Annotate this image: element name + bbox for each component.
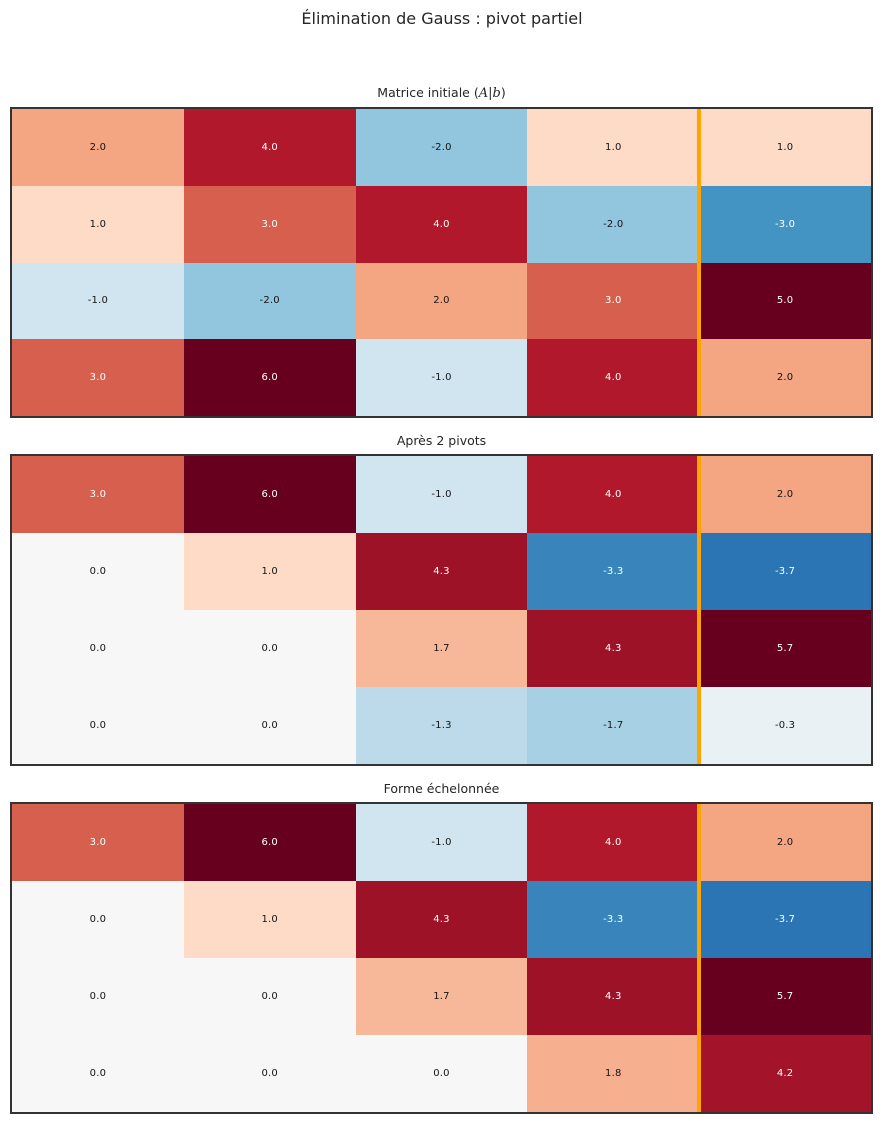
augmented-column-separator [697, 456, 702, 764]
matrix-cell: 3.0 [12, 339, 184, 416]
matrix-cell: 4.3 [527, 958, 700, 1035]
matrix-cell: 0.0 [355, 1035, 528, 1112]
matrix-cell: 1.0 [183, 533, 356, 610]
matrix-cell: 2.0 [12, 109, 184, 186]
matrix-cell: 3.0 [12, 456, 184, 533]
augmented-column-separator [697, 109, 702, 416]
augmented-column-separator [697, 804, 702, 1112]
matrix-cell: 6.0 [183, 339, 356, 416]
heatmap-after-2-pivots-matrix: 3.0 6.0 -1.0 4.0 2.0 0.0 1.0 4.3 -3.3 -3.7 0.0 0.0 1… [10, 454, 873, 766]
matrix-cell: -1.0 [355, 339, 528, 416]
matrix-cell: 4.0 [355, 185, 528, 263]
matrix-cell: 3.0 [183, 185, 356, 263]
matrix-cell: 1.8 [527, 1035, 700, 1112]
matrix-cell: 1.0 [12, 185, 184, 263]
matrix-cell: -2.0 [355, 109, 528, 186]
matrix-cell: 2.0 [355, 262, 528, 340]
matrix-cell: -2.0 [527, 185, 700, 263]
matrix-cell: 6.0 [183, 456, 356, 533]
subplot-title-text: ) [500, 85, 506, 100]
matrix-cell: 3.0 [12, 804, 184, 881]
subplot-title-math-ab: A|b [478, 86, 501, 101]
matrix-cell: 1.0 [183, 881, 356, 958]
matrix-cell: 4.3 [355, 881, 528, 958]
heatmap-echelon-form-matrix: 3.0 6.0 -1.0 4.0 2.0 0.0 1.0 4.3 -3.3 -3.7 0.0 0.0 1… [10, 802, 873, 1114]
subplot-title-initial-matrix: Matrice initiale (A|b) [10, 85, 873, 101]
matrix-cell: 1.7 [355, 610, 528, 687]
matrix-cell: -2.0 [183, 262, 356, 340]
matrix-cell: 1.0 [699, 109, 871, 186]
matrix-cell: 6.0 [183, 804, 356, 881]
matrix-cell: 2.0 [699, 339, 871, 416]
matrix-cell: -3.3 [527, 533, 700, 610]
heatmap-grid: 3.0 6.0 -1.0 4.0 2.0 0.0 1.0 4.3 -3.3 -3.7 0.0 0.0 1… [12, 804, 871, 1112]
matrix-cell: 2.0 [699, 804, 871, 881]
matrix-cell: 4.0 [527, 456, 700, 533]
subplot-title-text: Après 2 pivots [396, 433, 487, 448]
matrix-cell: 0.0 [12, 1035, 184, 1112]
matrix-cell: 1.0 [527, 109, 700, 186]
matrix-cell: 3.0 [527, 262, 700, 340]
matrix-cell: 0.0 [183, 610, 356, 687]
heatmap-grid: 3.0 6.0 -1.0 4.0 2.0 0.0 1.0 4.3 -3.3 -3.7 0.0 0.0 1… [12, 456, 871, 764]
matrix-cell: 0.0 [12, 881, 184, 958]
matrix-cell: 0.0 [12, 958, 184, 1035]
subplot-title-echelon-form: Forme échelonnée [10, 781, 873, 797]
matrix-cell: -3.0 [699, 185, 871, 263]
matrix-cell: -3.7 [699, 533, 871, 610]
matrix-cell: 5.7 [699, 610, 871, 687]
heatmap-grid: 2.0 4.0 -2.0 1.0 1.0 1.0 3.0 4.0 -2.0 -3.0 -1.0 -2.… [12, 109, 871, 416]
heatmap-initial-matrix: 2.0 4.0 -2.0 1.0 1.0 1.0 3.0 4.0 -2.0 -3.0 -1.0 -2.… [10, 107, 873, 418]
matrix-cell: -1.3 [355, 687, 528, 764]
subplot-title-text: Matrice initiale ( [377, 85, 479, 100]
matrix-cell: 5.7 [699, 958, 871, 1035]
matrix-cell: 0.0 [183, 687, 356, 764]
matrix-cell: 4.0 [183, 109, 356, 186]
subplot-title-after-2-pivots: Après 2 pivots [10, 433, 873, 449]
matrix-cell: 1.7 [355, 958, 528, 1035]
matrix-cell: -3.3 [527, 881, 700, 958]
matrix-cell: -1.0 [12, 262, 184, 340]
matrix-cell: 2.0 [699, 456, 871, 533]
matrix-cell: 0.0 [183, 958, 356, 1035]
matrix-cell: 0.0 [12, 610, 184, 687]
matrix-cell: 0.0 [12, 533, 184, 610]
matrix-cell: 4.2 [699, 1035, 871, 1112]
matrix-cell: -1.0 [355, 804, 528, 881]
figure-title: Élimination de Gauss : pivot partiel [301, 9, 583, 28]
matrix-cell: 4.3 [355, 533, 528, 610]
matrix-cell: -3.7 [699, 881, 871, 958]
matrix-cell: 4.0 [527, 339, 700, 416]
matrix-cell: 4.0 [527, 804, 700, 881]
matrix-cell: -1.0 [355, 456, 528, 533]
subplot-title-text: Forme échelonnée [383, 781, 500, 796]
matrix-cell: 5.0 [699, 262, 871, 340]
matrix-cell: -1.7 [527, 687, 700, 764]
matrix-cell: -0.3 [699, 687, 871, 764]
matrix-cell: 0.0 [183, 1035, 356, 1112]
matrix-cell: 0.0 [12, 687, 184, 764]
matrix-cell: 4.3 [527, 610, 700, 687]
